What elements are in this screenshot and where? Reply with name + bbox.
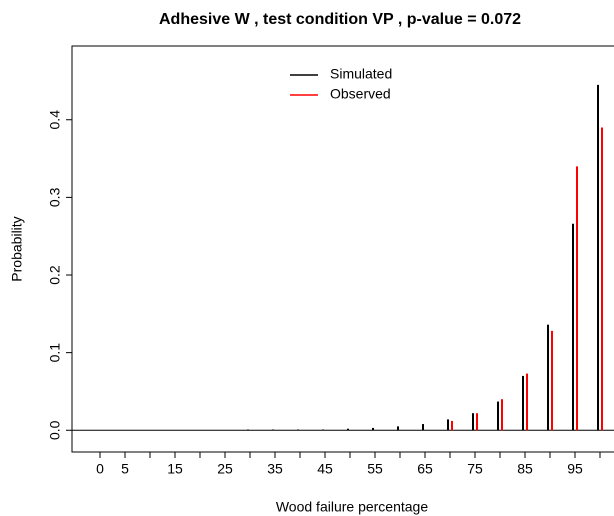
legend-label: Simulated <box>330 66 392 82</box>
x-tick-label: 85 <box>517 461 533 477</box>
x-tick-label: 5 <box>121 461 129 477</box>
y-axis-label: Probability <box>9 216 25 281</box>
chart-title: Adhesive W , test condition VP , p-value… <box>159 11 521 28</box>
x-tick-label: 25 <box>217 461 233 477</box>
y-tick-label: 0.4 <box>47 110 63 130</box>
y-tick-label: 0.3 <box>47 187 63 207</box>
y-tick-label: 0.0 <box>47 420 63 440</box>
y-tick-label: 0.1 <box>47 343 63 363</box>
x-tick-label: 15 <box>167 461 183 477</box>
x-tick-label: 45 <box>317 461 333 477</box>
x-axis-label: Wood failure percentage <box>276 499 428 515</box>
x-tick-label: 75 <box>467 461 483 477</box>
x-tick-label: 0 <box>96 461 104 477</box>
y-tick-label: 0.2 <box>47 265 63 285</box>
plot-frame <box>71 45 614 453</box>
legend-label: Observed <box>330 86 391 102</box>
x-tick-label: 55 <box>367 461 383 477</box>
x-tick-label: 65 <box>417 461 433 477</box>
x-tick-label: 95 <box>567 461 583 477</box>
x-tick-label: 35 <box>267 461 283 477</box>
